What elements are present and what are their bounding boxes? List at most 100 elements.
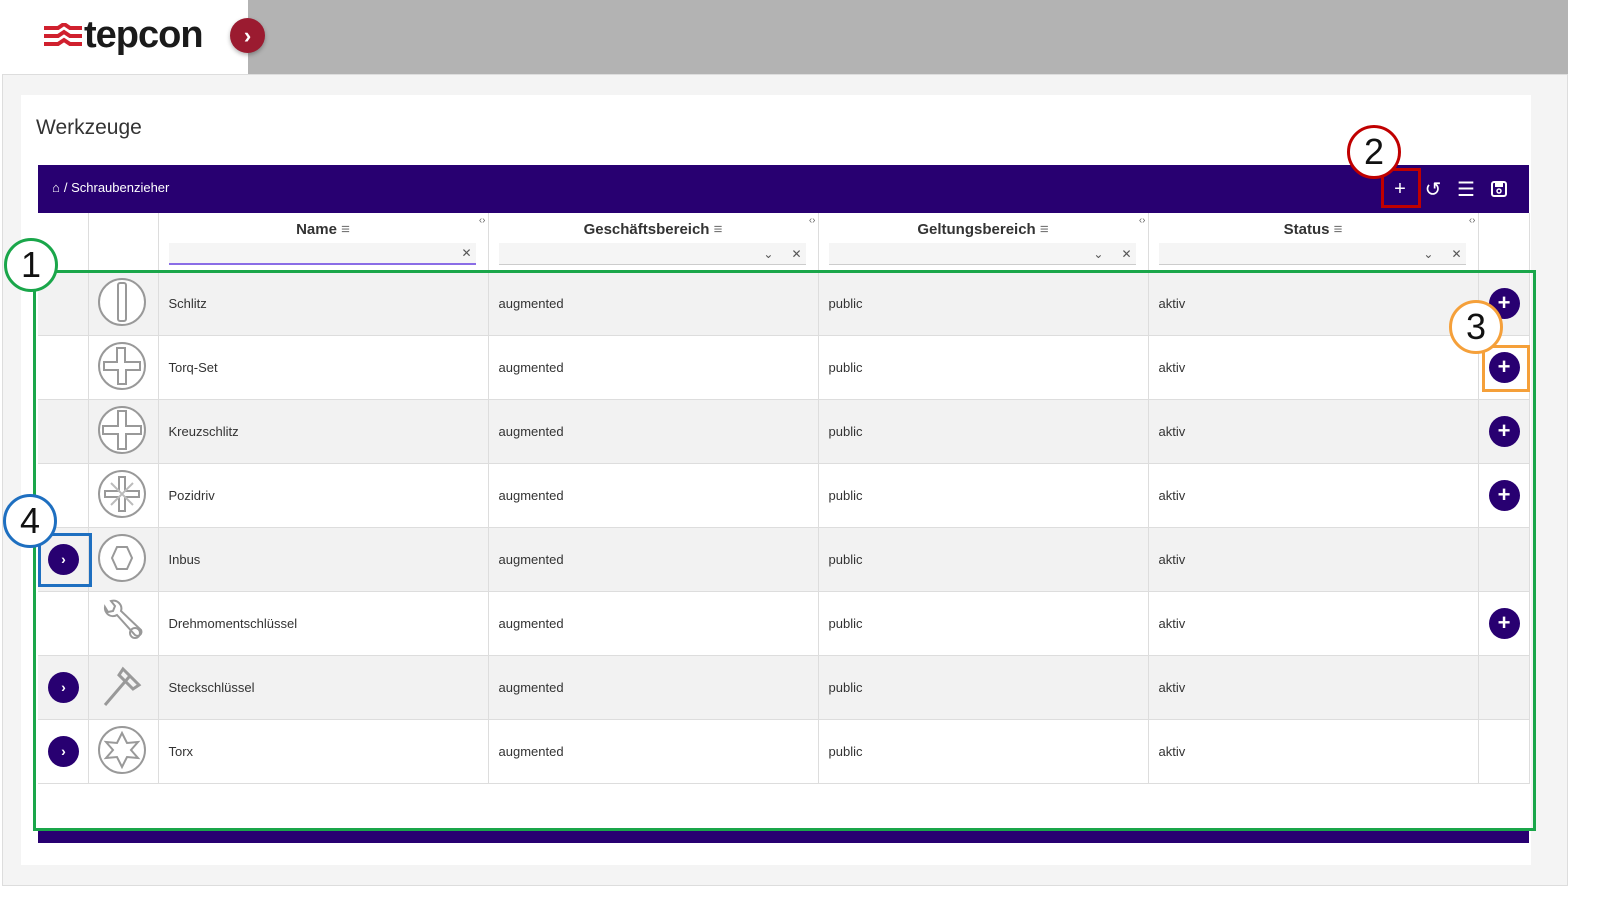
clear-icon[interactable]: ✕ (791, 246, 802, 261)
sidebar-toggle-button[interactable]: › (230, 18, 265, 53)
expand-cell (38, 591, 89, 656)
action-cell: + (1478, 463, 1530, 528)
geltungsbereich-cell: public (818, 399, 1149, 464)
geschaeftsbereich-cell: augmented (488, 719, 819, 784)
geltungsbereich-cell: public (818, 719, 1149, 784)
clear-icon[interactable]: ✕ (461, 246, 472, 260)
tool-icon-cell (88, 527, 159, 592)
pozidriv-tool-icon (97, 469, 146, 518)
column-label[interactable]: Name (296, 221, 337, 238)
resize-icon[interactable]: ‹› (808, 215, 816, 226)
logo-text: tepcon (84, 14, 204, 56)
name-cell: Torq-Set (158, 335, 489, 400)
geltungsbereich-cell: public (818, 655, 1149, 720)
column-label[interactable]: Geltungsbereich (917, 221, 1036, 238)
home-icon[interactable]: ⌂ (52, 180, 60, 195)
column-header-geschäftsbereich[interactable]: Geschäftsbereich ≡ ‹› ⌄ ✕ (488, 213, 819, 272)
geschaeftsbereich-cell: augmented (488, 271, 819, 336)
column-filter-input[interactable]: ⌄ ✕ (498, 243, 806, 265)
menu-icon[interactable]: ☰ (1457, 178, 1475, 201)
table-row[interactable]: › Torx augmented public aktiv (38, 719, 1530, 784)
annotation-2: 2 (1347, 125, 1401, 179)
tool-icon-cell (88, 719, 159, 784)
breadcrumb-path[interactable]: / Schraubenzieher (63, 180, 170, 195)
table-row[interactable]: Kreuzschlitz augmented public aktiv + (38, 399, 1530, 464)
clear-icon[interactable]: ✕ (1451, 246, 1462, 261)
torqset-tool-icon (97, 341, 146, 390)
column-label[interactable]: Geschäftsbereich (583, 221, 710, 238)
resize-icon[interactable]: ‹› (1468, 215, 1476, 226)
tool-icon-cell (88, 591, 159, 656)
table-row[interactable]: Pozidriv augmented public aktiv + (38, 463, 1530, 528)
column-filter-input[interactable]: ✕ (168, 243, 476, 265)
sort-icon[interactable]: ≡ (1039, 221, 1049, 238)
column-header-name[interactable]: Name ≡ ‹› ✕ (158, 213, 489, 272)
geltungsbereich-cell: public (818, 463, 1149, 528)
table-row[interactable]: Drehmomentschlüssel augmented public akt… (38, 591, 1530, 656)
action-cell: + (1478, 591, 1530, 656)
geltungsbereich-cell: public (818, 271, 1149, 336)
phillips-tool-icon (97, 405, 146, 454)
save-icon[interactable] (1484, 175, 1514, 203)
sort-icon[interactable]: ≡ (1333, 221, 1343, 238)
expand-row-button[interactable]: › (48, 735, 79, 767)
sort-icon[interactable]: ≡ (713, 221, 723, 238)
geschaeftsbereich-cell: augmented (488, 463, 819, 528)
action-col-header (1478, 213, 1530, 272)
slot-tool-icon (97, 277, 146, 326)
geschaeftsbereich-cell: augmented (488, 591, 819, 656)
logo-area: tepcon (0, 0, 248, 74)
tool-icon-cell (88, 399, 159, 464)
chevron-down-icon[interactable]: ⌄ (1423, 246, 1434, 261)
undo-icon[interactable]: ↺ (1424, 178, 1442, 201)
expand-cell: › (38, 719, 89, 784)
status-cell: aktiv (1148, 655, 1479, 720)
name-cell: Schlitz (158, 271, 489, 336)
add-row-button[interactable]: + (1488, 351, 1520, 383)
clear-icon[interactable]: ✕ (1121, 246, 1132, 261)
table-row[interactable]: Torq-Set augmented public aktiv + (38, 335, 1530, 400)
resize-icon[interactable]: ‹› (478, 215, 486, 226)
column-header-status[interactable]: Status ≡ ‹› ⌄ ✕ (1148, 213, 1479, 272)
name-cell: Drehmomentschlüssel (158, 591, 489, 656)
geltungsbereich-cell: public (818, 335, 1149, 400)
add-row-button[interactable]: + (1488, 415, 1520, 447)
geltungsbereich-cell: public (818, 591, 1149, 656)
action-cell (1478, 527, 1530, 592)
resize-icon[interactable]: ‹› (1138, 215, 1146, 226)
status-cell: aktiv (1148, 399, 1479, 464)
wrench-tool-icon (103, 599, 142, 639)
breadcrumb: ⌂ / Schraubenzieher (52, 180, 169, 195)
column-header-geltungsbereich[interactable]: Geltungsbereich ≡ ‹› ⌄ ✕ (818, 213, 1149, 272)
expand-cell (38, 399, 89, 464)
column-label[interactable]: Status (1283, 221, 1330, 238)
geschaeftsbereich-cell: augmented (488, 655, 819, 720)
geltungsbereich-cell: public (818, 527, 1149, 592)
expand-row-button[interactable]: › (48, 543, 79, 575)
add-row-button[interactable]: + (1488, 479, 1520, 511)
column-filter-input[interactable]: ⌄ ✕ (828, 243, 1136, 265)
chevron-down-icon[interactable]: ⌄ (1093, 246, 1104, 261)
table-row[interactable]: Schlitz augmented public aktiv + (38, 271, 1530, 336)
name-cell: Steckschlüssel (158, 655, 489, 720)
column-filter-input[interactable]: ⌄ ✕ (1158, 243, 1466, 265)
expand-cell (38, 335, 89, 400)
add-row-button[interactable]: + (1488, 607, 1520, 639)
annotation-box-4 (38, 533, 92, 587)
name-cell: Torx (158, 719, 489, 784)
tools-table: Name ≡ ‹› ✕ Geschäftsbereich ≡ ‹› ⌄ ✕ Geltu… (38, 213, 1530, 784)
chevron-down-icon[interactable]: ⌄ (763, 246, 774, 261)
tool-icon-cell (88, 655, 159, 720)
action-cell (1478, 655, 1530, 720)
icon-col-header (88, 213, 159, 272)
name-cell: Kreuzschlitz (158, 399, 489, 464)
table-row[interactable]: › Inbus augmented public aktiv (38, 527, 1530, 592)
expand-row-button[interactable]: › (48, 671, 79, 703)
annotation-box-1 (33, 270, 1536, 831)
add-button[interactable]: + (1394, 177, 1406, 200)
table-row[interactable]: › Steckschlüssel augmented public aktiv (38, 655, 1530, 720)
sort-icon[interactable]: ≡ (341, 221, 350, 238)
logo: tepcon (44, 14, 204, 57)
expand-cell: › (38, 655, 89, 720)
page-title: Werkzeuge (36, 116, 142, 139)
